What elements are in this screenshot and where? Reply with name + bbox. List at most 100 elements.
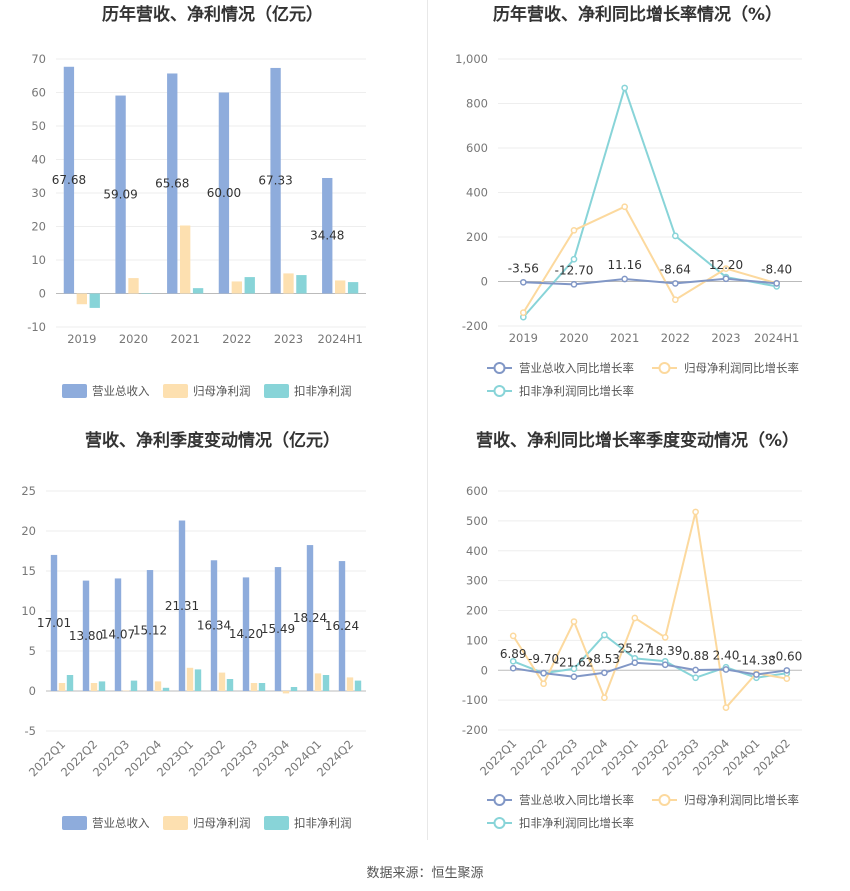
bar-revenue bbox=[306, 545, 314, 691]
bar-revenue bbox=[114, 578, 122, 691]
bar-parent-profit bbox=[218, 672, 226, 691]
series-point bbox=[753, 671, 760, 678]
bar-deducted-profit bbox=[322, 675, 330, 691]
y-tick-label: 20 bbox=[21, 524, 36, 538]
annual-bar-chart: 历年营收、净利情况（亿元） -10 0 10 20 30 40 50 60 70 2019 2020 2… bbox=[27, 4, 366, 398]
panel-annual-bar: 历年营收、净利情况（亿元） -10 0 10 20 30 40 50 60 70 2019 2020 2… bbox=[0, 0, 425, 420]
series-point bbox=[773, 280, 781, 287]
bar-parent-profit bbox=[58, 683, 66, 691]
bar-parent-profit bbox=[231, 281, 242, 294]
panel-quarterly-line: 营收、净利同比增长率季度变动情况（%） -200 -100 0 100 200 300 400… bbox=[425, 420, 850, 840]
x-tick-label: 2021 bbox=[610, 331, 639, 345]
revenue-growth-data-label: 0.88 bbox=[682, 649, 709, 663]
revenue-data-label: 14.07 bbox=[101, 628, 135, 642]
legend-marker bbox=[658, 794, 671, 806]
revenue-data-label: 67.33 bbox=[258, 174, 292, 188]
series-point bbox=[621, 275, 629, 283]
bar-deducted-profit bbox=[141, 293, 152, 294]
series-point bbox=[570, 618, 578, 625]
series-line-deducted-profit-growth bbox=[522, 84, 777, 318]
legend-swatch bbox=[264, 384, 289, 398]
x-tick-label: 2022 bbox=[661, 331, 690, 345]
x-tick-label: 2021 bbox=[171, 332, 200, 346]
bar-deducted-profit bbox=[290, 687, 298, 691]
bar-revenue bbox=[322, 177, 333, 294]
panel-divider bbox=[427, 0, 428, 840]
series-point bbox=[621, 203, 629, 211]
x-tick-label: 2019 bbox=[509, 331, 538, 345]
legend-label: 扣非净利润同比增长率 bbox=[519, 384, 634, 398]
legend-label: 归母净利润 bbox=[193, 384, 251, 398]
panel-quarterly-bar: 营收、净利季度变动情况（亿元） -5 0 5 10 15 20 25 2022Q1 2022Q2 2… bbox=[0, 420, 425, 840]
series-point bbox=[661, 661, 669, 669]
legend-label: 扣非净利润同比增长率 bbox=[519, 816, 634, 830]
legend-label: 归母净利润同比增长率 bbox=[684, 793, 799, 807]
y-tick-label: 20 bbox=[31, 220, 46, 234]
series-point bbox=[601, 669, 608, 677]
legend-label: 营业总收入 bbox=[92, 384, 150, 398]
series-point bbox=[671, 280, 679, 287]
revenue-data-label: 15.12 bbox=[133, 624, 167, 638]
revenue-growth-data-label: -14.38 bbox=[737, 654, 776, 668]
series-point bbox=[570, 255, 578, 263]
y-tick-label: 400 bbox=[466, 544, 488, 558]
chart-title: 历年营收、净利同比增长率情况（%） bbox=[493, 4, 782, 25]
revenue-growth-data-label: 11.16 bbox=[607, 258, 641, 272]
y-tick-label: 5 bbox=[29, 644, 36, 658]
y-tick-label: 0 bbox=[39, 287, 46, 301]
legend-swatch bbox=[62, 384, 87, 398]
quarterly-growth-line-chart: 营收、净利同比增长率季度变动情况（%） -200 -100 0 100 200 300 400… bbox=[462, 430, 802, 830]
bar-deducted-profit bbox=[162, 687, 170, 691]
series-point bbox=[601, 694, 608, 702]
y-tick-label: 600 bbox=[466, 141, 488, 155]
legend-label: 营业总收入同比增长率 bbox=[519, 793, 634, 807]
legend-label: 归母净利润同比增长率 bbox=[684, 361, 799, 375]
x-tick-label: 2020 bbox=[119, 332, 148, 346]
y-tick-label: 0 bbox=[481, 275, 488, 289]
series-point bbox=[692, 508, 699, 516]
bar-parent-profit bbox=[76, 293, 87, 305]
series-point bbox=[783, 667, 791, 674]
y-tick-label: 100 bbox=[466, 633, 488, 647]
revenue-growth-data-label: -21.62 bbox=[555, 656, 594, 670]
y-tick-label: 70 bbox=[31, 52, 46, 66]
bar-parent-profit bbox=[282, 691, 290, 694]
y-tick-label: 10 bbox=[21, 604, 36, 618]
bar-deducted-profit bbox=[130, 680, 138, 691]
legend-label: 扣非净利润 bbox=[294, 384, 352, 398]
y-tick-label: 1,000 bbox=[455, 52, 488, 66]
bar-deducted-profit bbox=[66, 675, 74, 691]
revenue-growth-data-label: 2.40 bbox=[713, 649, 740, 663]
bar-deducted-profit bbox=[89, 293, 100, 308]
series-point bbox=[570, 673, 578, 681]
bar-parent-profit bbox=[346, 677, 354, 691]
revenue-growth-data-label: 18.39 bbox=[648, 644, 682, 658]
revenue-growth-data-label: -9.70 bbox=[528, 652, 559, 666]
bar-revenue bbox=[63, 66, 75, 294]
x-tick-label: 2024H1 bbox=[318, 332, 363, 346]
y-tick-label: 50 bbox=[31, 119, 46, 133]
y-tick-label: -100 bbox=[462, 693, 488, 707]
bar-parent-profit bbox=[90, 683, 98, 691]
chart-title: 营收、净利季度变动情况（亿元） bbox=[85, 430, 340, 451]
series-point bbox=[631, 614, 639, 622]
series-point bbox=[621, 84, 629, 92]
y-tick-label: 25 bbox=[21, 484, 36, 498]
revenue-growth-data-label: 25.27 bbox=[618, 642, 652, 656]
revenue-data-label: 21.31 bbox=[165, 599, 199, 613]
series-point bbox=[509, 632, 517, 640]
bar-parent-profit bbox=[154, 681, 162, 691]
series-line-revenue-growth bbox=[523, 277, 777, 286]
bar-parent-profit bbox=[335, 280, 346, 294]
series-point bbox=[570, 280, 578, 288]
y-tick-label: 600 bbox=[466, 484, 488, 498]
legend-swatch bbox=[163, 384, 188, 398]
revenue-data-label: 60.00 bbox=[207, 186, 241, 200]
series-point bbox=[540, 680, 547, 688]
bar-revenue bbox=[146, 570, 154, 691]
revenue-data-label: 59.09 bbox=[103, 188, 137, 202]
revenue-data-label: 17.01 bbox=[37, 616, 71, 630]
revenue-data-label: 65.68 bbox=[155, 176, 189, 190]
series-point bbox=[509, 657, 517, 665]
revenue-data-label: 18.24 bbox=[293, 611, 327, 625]
